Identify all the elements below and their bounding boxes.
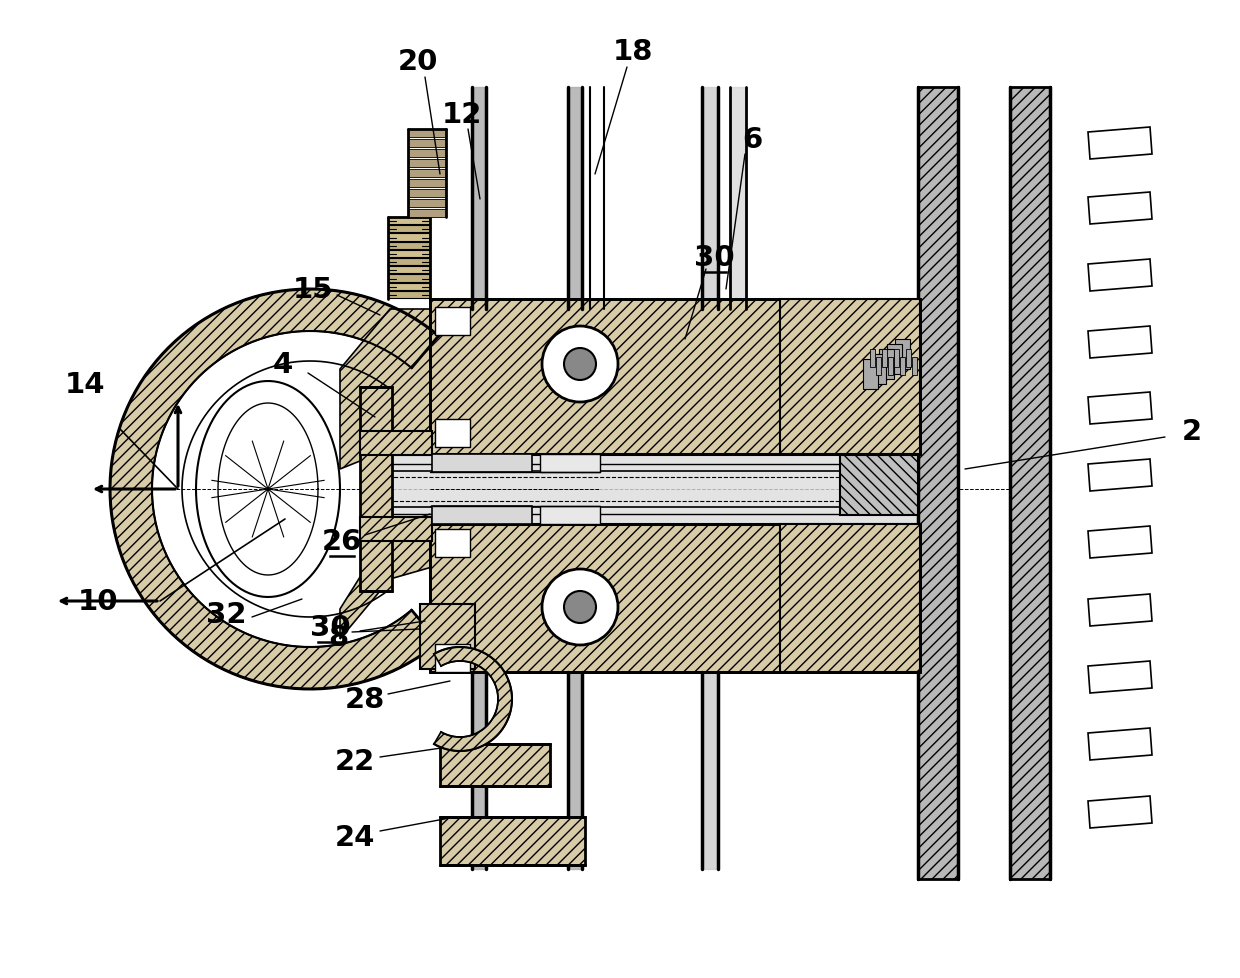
Polygon shape [1087,729,1152,760]
Bar [1011,88,1050,879]
Bar [360,387,392,592]
Text: 10: 10 [78,588,118,615]
Text: 6: 6 [742,126,763,154]
Polygon shape [1087,128,1152,159]
Bar [870,350,875,368]
Bar [420,604,475,669]
Text: 15: 15 [293,276,334,304]
Circle shape [542,569,618,645]
Polygon shape [1087,260,1152,291]
Polygon shape [1087,392,1152,424]
Text: 4: 4 [273,351,293,378]
Text: 32: 32 [206,600,247,628]
Text: 14: 14 [64,371,105,399]
Bar [388,267,430,274]
Polygon shape [1087,526,1152,558]
Text: 18: 18 [613,38,653,66]
Text: 2: 2 [1182,418,1202,446]
Bar [887,344,901,375]
Bar [863,360,878,389]
Bar [539,455,600,472]
Bar [388,275,430,283]
Bar [435,420,470,448]
Text: 28: 28 [345,686,386,713]
Text: 12: 12 [441,101,482,129]
Bar [435,645,470,672]
Text: 26: 26 [322,527,362,556]
Bar [894,350,899,368]
Polygon shape [1087,796,1152,828]
Text: 20: 20 [398,48,438,76]
Bar [388,259,430,266]
Bar [408,200,446,207]
Bar [388,218,430,225]
Bar [388,226,430,233]
Text: 24: 24 [335,823,376,851]
Bar [888,358,893,376]
Text: 8: 8 [327,623,348,651]
Bar [918,88,959,879]
Bar [408,140,446,148]
Bar [440,744,551,786]
Polygon shape [1087,193,1152,225]
Bar [539,507,600,524]
Bar [360,431,432,456]
Bar [870,355,887,384]
Bar [440,818,585,866]
Bar [906,350,911,368]
Polygon shape [434,647,512,751]
Bar [780,524,920,672]
Bar [388,234,430,242]
Bar [911,358,918,376]
Polygon shape [1087,661,1152,693]
Bar [432,507,532,524]
Bar [408,180,446,188]
Bar [435,308,470,335]
Polygon shape [110,289,439,689]
Bar [408,150,446,157]
Bar [408,190,446,198]
Bar [432,455,532,472]
Bar [895,339,910,370]
Polygon shape [340,529,500,640]
Text: 22: 22 [335,747,376,776]
Polygon shape [1087,327,1152,359]
Bar [780,299,920,455]
Bar [875,358,880,376]
Bar [435,529,470,557]
Polygon shape [1087,460,1152,492]
Polygon shape [340,310,500,469]
Bar [388,291,430,298]
Bar [408,170,446,178]
Bar [430,299,920,455]
Bar [879,350,894,379]
Bar [882,350,887,368]
Bar [408,130,446,138]
Circle shape [564,348,596,380]
Bar [388,243,430,249]
Circle shape [564,592,596,623]
Bar [430,524,920,672]
Bar [360,517,432,542]
Bar [388,250,430,258]
Bar [839,456,918,515]
Text: 30: 30 [693,244,734,272]
Bar [900,358,905,376]
Bar [408,210,446,218]
Text: 30: 30 [310,613,351,642]
Bar [388,284,430,290]
Circle shape [542,327,618,403]
Polygon shape [1087,595,1152,626]
Bar [408,159,446,168]
